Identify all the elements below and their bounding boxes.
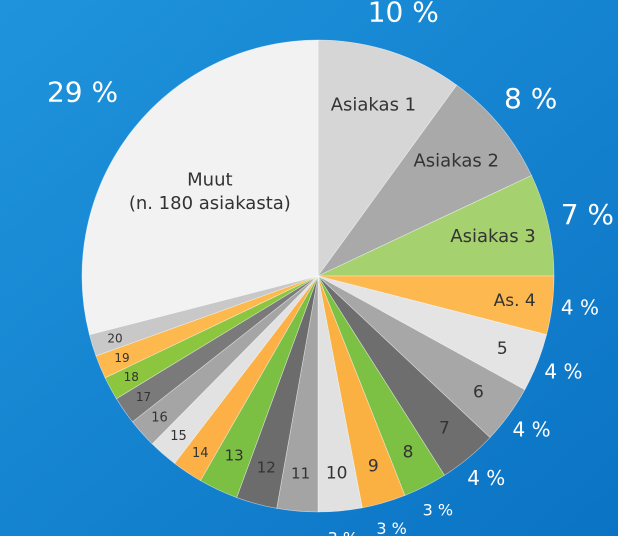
value-label: 4 % xyxy=(544,360,582,384)
slice-label: As. 4 xyxy=(494,291,536,311)
slice-label: 11 xyxy=(291,464,310,482)
slice-label: 12 xyxy=(257,458,276,476)
slice-label-line: Asiakas 1 xyxy=(331,94,416,115)
value-label: 3 % xyxy=(423,501,453,520)
value-label: 10 % xyxy=(368,0,439,29)
slice-label-line: 19 xyxy=(114,350,129,364)
slice-label-line: 5 xyxy=(497,339,508,359)
value-label: 3 % xyxy=(328,528,358,536)
value-label: 4 % xyxy=(513,418,551,442)
slice-label: 19 xyxy=(114,350,129,364)
slice-label-line: 14 xyxy=(192,445,209,460)
slice-label-line: 18 xyxy=(124,370,139,384)
slice-label-line: 10 xyxy=(326,463,348,483)
slice-label: 13 xyxy=(225,446,244,464)
slice-label: Asiakas 3 xyxy=(450,226,535,247)
slice-label: Asiakas 1 xyxy=(331,94,416,115)
pie: Asiakas 1 10 % Asiakas 2 8 % Asiakas 3 7 % As.… xyxy=(47,0,614,536)
slice-label: 8 xyxy=(403,443,414,463)
slice-label-line: Asiakas 3 xyxy=(450,226,535,247)
slice-label-line: 16 xyxy=(151,410,168,425)
slice-label: 6 xyxy=(473,383,484,403)
slice-label-line: 7 xyxy=(439,419,450,439)
slice-label-line: 15 xyxy=(170,429,187,444)
slice-label: 9 xyxy=(368,456,379,476)
slice-label: 7 xyxy=(439,419,450,439)
slice-label: 20 xyxy=(107,331,122,345)
value-label: 4 % xyxy=(561,296,599,320)
value-label: 8 % xyxy=(504,82,557,115)
pie-slice xyxy=(317,39,458,277)
slice-label: Asiakas 2 xyxy=(413,151,498,172)
slice-label-line: 6 xyxy=(473,383,484,403)
pie-slice xyxy=(317,175,555,277)
slice-label: 5 xyxy=(497,339,508,359)
slice-label: Muut (n. 180 asiakasta) xyxy=(129,169,291,213)
slice-label: 18 xyxy=(124,370,139,384)
slice-label: 17 xyxy=(136,390,151,404)
slice-label-line: (n. 180 asiakasta) xyxy=(129,193,291,214)
slice-label: 14 xyxy=(192,445,209,460)
slice-label-line: 20 xyxy=(107,331,122,345)
slice-label-line: As. 4 xyxy=(494,291,536,311)
value-label: 7 % xyxy=(561,198,614,231)
slice-label: 15 xyxy=(170,429,187,444)
slice-label-line: 17 xyxy=(136,390,151,404)
value-label: 4 % xyxy=(467,466,505,490)
slice-label: 16 xyxy=(151,410,168,425)
slice-label-line: Muut xyxy=(187,169,232,190)
slice-label-line: 12 xyxy=(257,458,276,476)
slice-label-line: Asiakas 2 xyxy=(413,151,498,172)
slice-label-line: 9 xyxy=(368,456,379,476)
pie-slice xyxy=(317,84,532,277)
slice-label: 10 xyxy=(326,463,348,483)
value-label: 29 % xyxy=(47,75,118,108)
slice-label-line: 11 xyxy=(291,464,310,482)
slice-label-line: 13 xyxy=(225,446,244,464)
pie-slice xyxy=(81,39,319,336)
value-label: 3 % xyxy=(376,519,406,536)
slice-label-line: 8 xyxy=(403,443,414,463)
